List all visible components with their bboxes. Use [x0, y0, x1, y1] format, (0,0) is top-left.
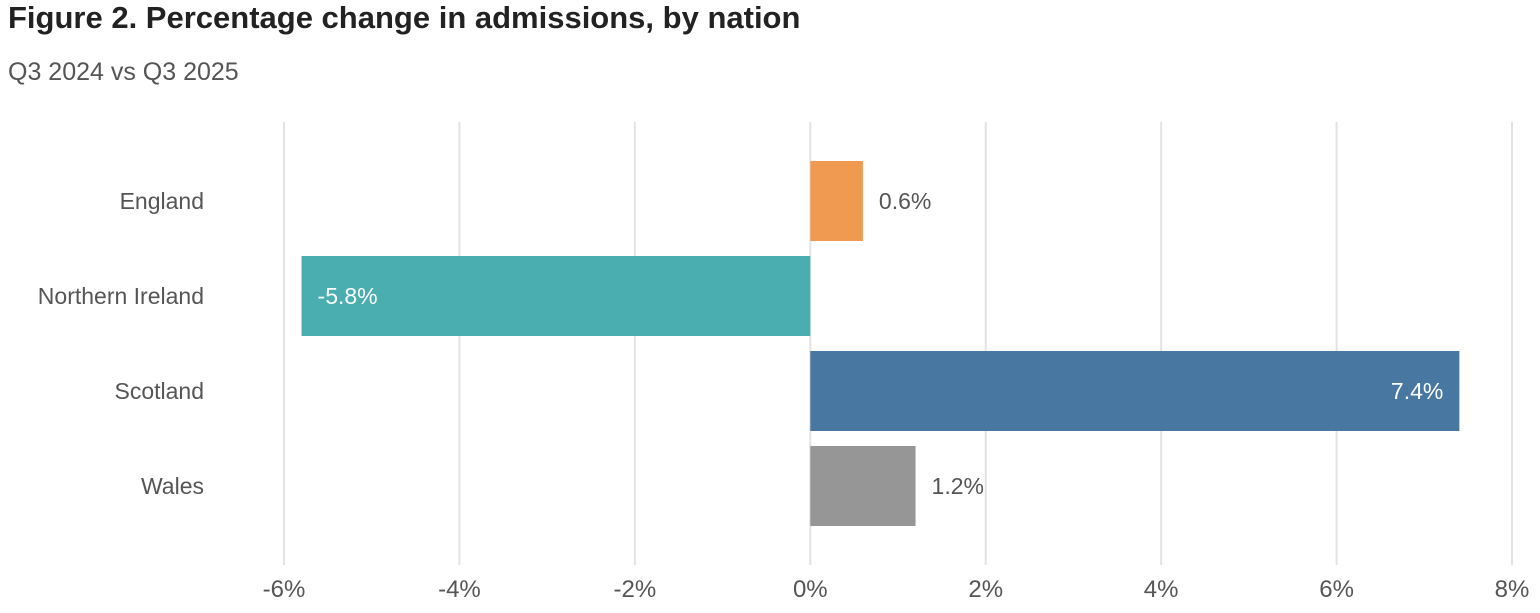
x-tick-label: 2%	[968, 576, 1003, 603]
category-label: Wales	[141, 473, 204, 499]
x-axis-ticks: -6% -4% -2% 0% 2% 4% 6% 8%	[263, 576, 1530, 603]
x-tick-label: 6%	[1319, 576, 1354, 603]
category-labels: England Northern Ireland Scotland Wales	[38, 188, 204, 499]
x-tick-label: 4%	[1144, 576, 1179, 603]
bars	[301, 161, 1460, 526]
data-labels: 0.6% -5.8% 7.4% 1.2%	[318, 188, 1444, 499]
data-label: 1.2%	[932, 473, 984, 499]
x-tick-label: -6%	[263, 576, 306, 603]
data-label: 0.6%	[879, 188, 931, 214]
bar-wales	[810, 446, 916, 526]
data-label: 7.4%	[1391, 378, 1443, 404]
chart-subtitle: Q3 2024 vs Q3 2025	[8, 58, 239, 86]
x-tick-label: 0%	[793, 576, 828, 603]
category-label: England	[120, 188, 204, 214]
bar-scotland	[810, 351, 1460, 431]
chart-title: Figure 2. Percentage change in admission…	[8, 0, 801, 35]
x-tick-label: 8%	[1495, 576, 1530, 603]
bar-northern-ireland	[301, 256, 811, 336]
x-tick-label: -2%	[614, 576, 657, 603]
bar-england	[810, 161, 863, 241]
x-tick-label: -4%	[438, 576, 481, 603]
category-label: Scotland	[114, 378, 204, 404]
data-label: -5.8%	[318, 283, 378, 309]
category-label: Northern Ireland	[38, 283, 204, 309]
